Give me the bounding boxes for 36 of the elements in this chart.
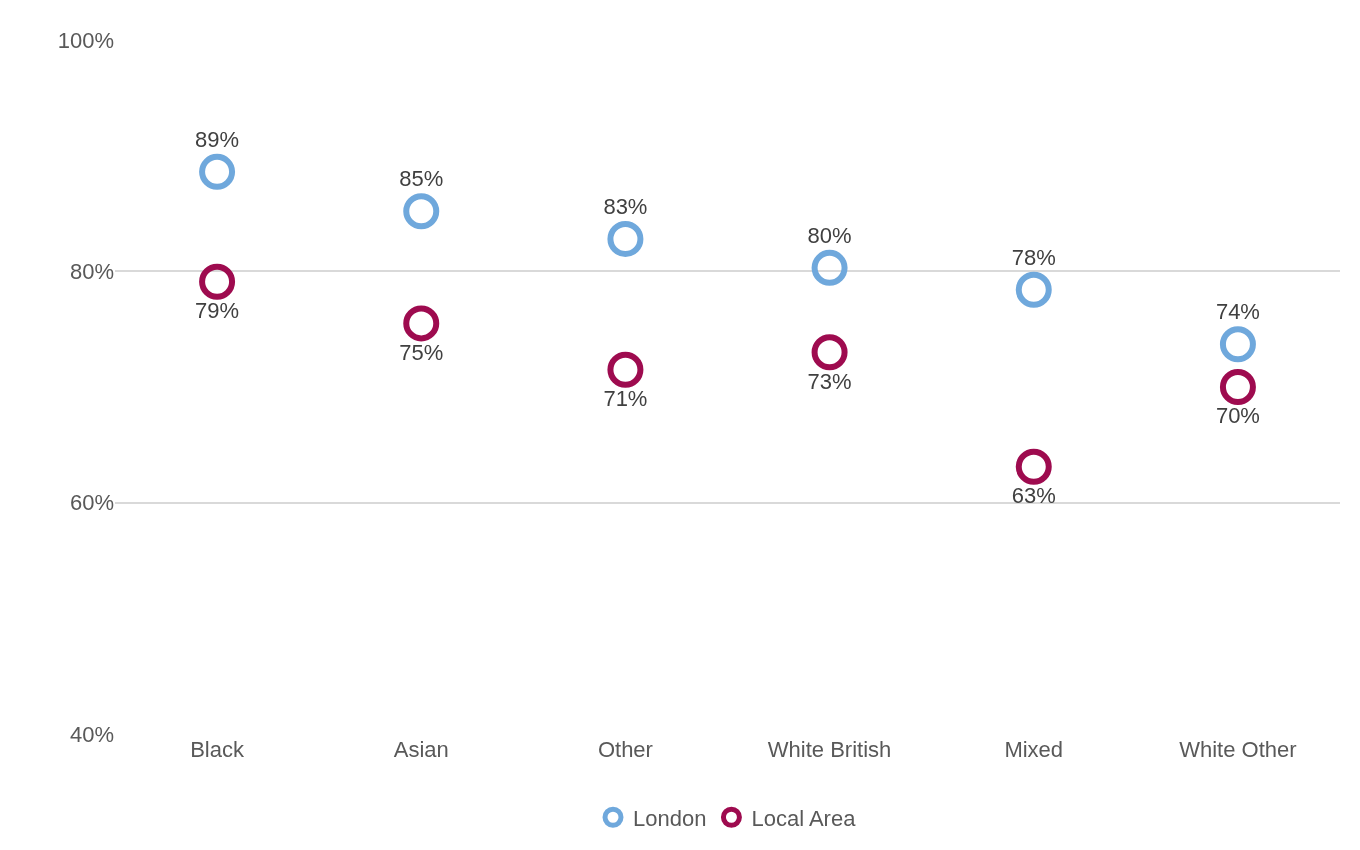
y-tick-label: 40% [69,721,114,747]
point [1015,448,1052,485]
legend-label: London [633,805,707,831]
point [1219,326,1256,363]
data-label: 74% [1215,298,1260,324]
data-label: 79% [195,297,240,323]
x-tick-label: White British [767,737,892,762]
legend-label: Local Area [751,805,857,831]
data-label: 71% [603,385,648,411]
data-label: 75% [399,339,444,365]
data-label: 73% [807,368,852,394]
x-tick-label: Black [190,737,245,762]
data-label: 78% [1011,244,1056,270]
point [811,249,848,286]
data-label: 70% [1215,403,1260,429]
y-tick-label: 60% [69,490,114,516]
data-label: 80% [807,222,852,248]
x-tick-label: Asian [393,737,449,762]
point [1015,271,1052,308]
data-label: 83% [603,193,648,219]
data-label: 85% [399,165,444,191]
data-label: 63% [1011,483,1056,509]
y-tick-label: 80% [69,259,114,285]
x-tick-label: White Other [1179,737,1297,762]
point [199,263,236,300]
y-tick-label: 100% [57,27,114,53]
point [607,351,644,388]
x-tick-label: Mixed [1004,737,1064,762]
point [811,334,848,371]
point [403,305,440,342]
x-tick-label: Other [597,737,653,762]
point [1219,369,1256,405]
data-label: 89% [195,126,240,152]
point [607,220,644,257]
point [199,153,236,190]
point [403,193,440,230]
